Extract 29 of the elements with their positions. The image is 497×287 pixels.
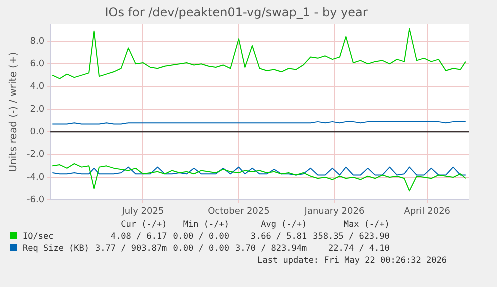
y-tick-label: -6.0 [27, 196, 45, 206]
y-tick-label: 0.0 [30, 127, 45, 138]
text: 3.66 / 5.81 [250, 231, 308, 243]
text: Cur (-/+) [120, 219, 168, 231]
text: 22.74 / 4.10 [327, 243, 391, 255]
y-tick-label: -2.0 [27, 150, 45, 160]
text: Avg (-/+) [260, 219, 308, 231]
y-tick-label: 2.0 [30, 104, 45, 115]
text: 0.00 / 0.00 [173, 231, 230, 243]
x-tick-label: April 2026 [404, 206, 451, 217]
y-tick-label: 8.0 [30, 36, 45, 47]
y-tick-label: 4.0 [30, 82, 45, 92]
y-tick-label: 6.0 [30, 59, 45, 70]
legend-label: IO/sec [22, 231, 55, 243]
y-axis-title: Units read (-) / write (+) [8, 52, 20, 172]
text: 3.77 / 903.87m [96, 243, 168, 255]
y-tick-label: -4.0 [27, 172, 45, 183]
text: Min (-/+) [182, 219, 230, 231]
x-tick-label: January 2026 [304, 206, 365, 217]
text: Last update: Fri May 22 00:26:32 2026 [256, 255, 448, 267]
x-tick-label: October 2025 [208, 206, 270, 217]
text: 0.00 / 0.00 [173, 243, 230, 255]
x-tick-label: July 2025 [121, 206, 164, 217]
chart-title: IOs for /dev/peakten01-vg/swap_1 - by year [105, 5, 368, 20]
text: 4.08 / 6.17 [110, 231, 168, 243]
text: 3.70 / 823.94m [235, 243, 308, 255]
text: Max (-/+) [342, 219, 391, 231]
text: 358.35 / 623.90 [313, 231, 391, 243]
legend-label: Req Size (KB) [22, 243, 91, 255]
